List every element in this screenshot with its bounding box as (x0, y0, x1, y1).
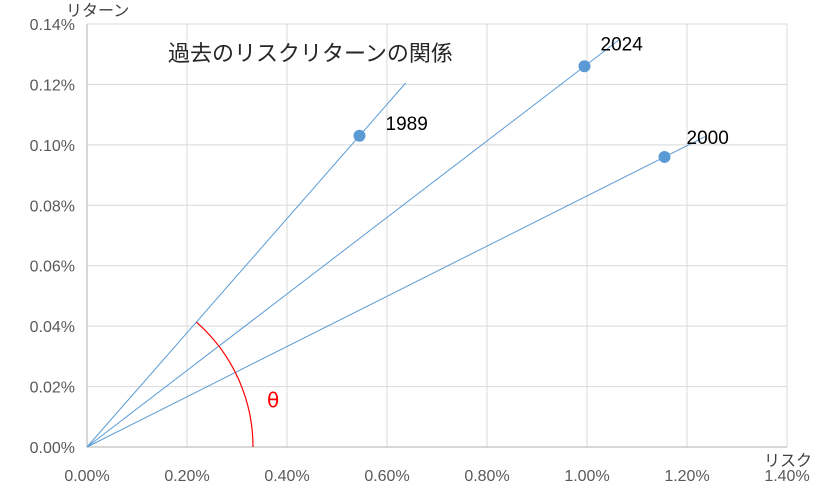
grid (86, 23, 788, 448)
point-1989 (353, 129, 366, 142)
angle-arc (195, 321, 254, 448)
x-tick-label: 1.00% (564, 468, 609, 485)
y-tick-label: 0.10% (30, 138, 75, 155)
y-axis-label: リターン (66, 1, 129, 20)
origin-line-1989 (86, 82, 407, 448)
origin-lines (86, 39, 706, 448)
point-label-1989: 1989 (386, 114, 428, 135)
chart-title: 過去のリスクリターンの関係 (168, 42, 453, 67)
origin-line-2000 (86, 136, 706, 448)
x-tick-label: 1.40% (764, 468, 809, 485)
point-label-2024: 2024 (601, 34, 644, 55)
y-tick-label: 0.14% (30, 17, 75, 34)
x-tick-label: 0.20% (164, 468, 209, 485)
angle-theta-label: θ (267, 388, 279, 412)
origin-line-2024 (86, 39, 620, 448)
x-tick-label: 0.00% (64, 468, 109, 485)
point-label-2000: 2000 (687, 128, 729, 149)
angle-annotation: θ (195, 321, 279, 448)
y-tick-label: 0.04% (30, 319, 75, 336)
point-2000 (658, 150, 671, 163)
point-2024 (578, 60, 591, 73)
y-tick-label: 0.00% (30, 440, 75, 457)
tick-labels: 0.00% 0.20% 0.40% 0.60% 0.80% 1.00% 1.20% 1.40%… (30, 17, 810, 485)
axes (86, 24, 787, 448)
y-tick-label: 0.02% (30, 380, 75, 397)
data-points: 1989 2024 2000 (353, 34, 729, 163)
x-tick-label: 1.20% (664, 468, 709, 485)
x-axis-label: リスク (764, 451, 812, 470)
x-tick-label: 0.40% (264, 468, 309, 485)
x-tick-label: 0.80% (464, 468, 509, 485)
x-tick-label: 0.60% (364, 468, 409, 485)
y-tick-label: 0.06% (30, 259, 75, 276)
y-tick-label: 0.12% (30, 77, 75, 94)
y-tick-label: 0.08% (30, 198, 75, 215)
